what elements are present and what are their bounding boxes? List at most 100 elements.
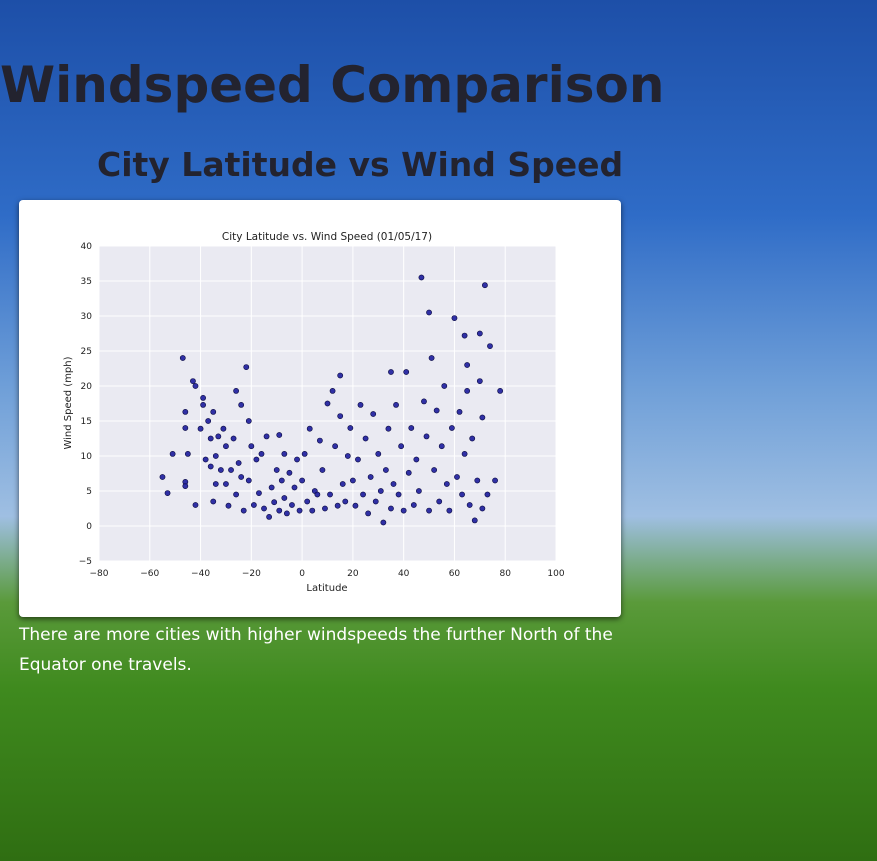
data-point <box>223 481 229 487</box>
data-point <box>377 488 384 494</box>
data-point <box>266 513 273 520</box>
x-tick-label: 0 <box>299 569 305 579</box>
data-point <box>192 502 199 508</box>
data-point <box>327 491 333 498</box>
data-point <box>309 507 316 514</box>
data-point <box>256 490 262 496</box>
data-point <box>461 332 468 339</box>
data-point <box>476 378 483 384</box>
data-point <box>223 443 229 450</box>
data-point <box>210 408 217 415</box>
data-point <box>426 309 432 316</box>
data-point <box>220 425 227 432</box>
data-point <box>159 474 166 480</box>
data-point <box>408 425 415 431</box>
data-point <box>349 477 356 484</box>
data-point <box>294 456 300 463</box>
x-tick-label: 60 <box>449 569 461 579</box>
x-tick-label: −80 <box>90 569 109 579</box>
data-point <box>319 467 326 473</box>
x-tick-label: −40 <box>191 569 210 579</box>
data-point <box>233 491 239 498</box>
page-subtitle: City Latitude vs Wind Speed <box>97 145 624 184</box>
data-point <box>395 491 402 498</box>
data-point <box>385 425 392 432</box>
x-tick-label: −20 <box>242 569 261 579</box>
data-point <box>271 499 278 506</box>
data-point <box>306 425 313 432</box>
data-point <box>388 369 394 375</box>
data-point <box>337 372 344 379</box>
data-point <box>362 435 369 442</box>
x-axis-label: Latitude <box>306 583 347 594</box>
data-point <box>278 477 285 484</box>
data-point <box>446 507 453 514</box>
data-point <box>342 498 349 505</box>
data-point <box>225 502 232 509</box>
data-point <box>405 469 412 476</box>
data-point <box>421 398 427 405</box>
data-point <box>403 369 410 375</box>
data-point <box>253 456 260 463</box>
data-point <box>197 425 204 432</box>
data-point <box>339 481 346 487</box>
data-point <box>296 507 303 514</box>
data-point <box>283 510 290 517</box>
data-point <box>415 488 422 494</box>
data-point <box>184 450 191 457</box>
data-point <box>217 467 224 473</box>
x-tick-label: −60 <box>140 569 159 579</box>
data-point <box>169 450 176 457</box>
data-point <box>329 387 336 394</box>
data-point <box>476 330 483 337</box>
data-point <box>210 498 217 505</box>
data-point <box>202 456 209 463</box>
data-point <box>451 315 458 321</box>
data-point <box>268 484 275 491</box>
data-point <box>456 408 463 415</box>
data-point <box>207 463 214 470</box>
data-point <box>261 505 267 512</box>
data-point <box>484 491 491 498</box>
data-point <box>207 435 214 442</box>
data-point <box>250 502 257 508</box>
data-point <box>304 498 311 505</box>
data-point <box>337 413 344 419</box>
data-point <box>410 502 417 508</box>
data-point <box>474 477 481 484</box>
data-point <box>179 355 186 361</box>
data-point <box>413 456 420 463</box>
data-point <box>372 498 379 505</box>
y-tick-label: 20 <box>81 382 93 392</box>
data-point <box>258 450 265 457</box>
data-point <box>352 502 359 509</box>
data-point <box>497 387 504 394</box>
data-point <box>263 433 270 440</box>
data-point <box>291 484 298 491</box>
data-point <box>243 364 250 370</box>
data-point <box>355 456 361 463</box>
data-point <box>289 502 295 508</box>
data-point <box>466 502 473 508</box>
data-point <box>281 450 288 457</box>
data-point <box>365 510 372 517</box>
data-point <box>388 505 394 512</box>
data-point <box>276 432 283 438</box>
data-point <box>334 502 341 509</box>
y-tick-label: 10 <box>81 452 93 462</box>
data-point <box>301 450 308 457</box>
data-point <box>471 517 478 524</box>
data-point <box>367 474 374 480</box>
data-point <box>238 401 245 408</box>
y-tick-label: 40 <box>81 242 93 252</box>
data-point <box>441 383 448 389</box>
data-point <box>190 378 196 384</box>
x-tick-label: 20 <box>347 569 359 579</box>
data-point <box>212 481 219 487</box>
data-point <box>479 505 486 512</box>
y-tick-label: 5 <box>86 487 92 497</box>
data-point <box>276 507 283 514</box>
data-point <box>281 495 288 501</box>
data-point <box>182 483 189 489</box>
